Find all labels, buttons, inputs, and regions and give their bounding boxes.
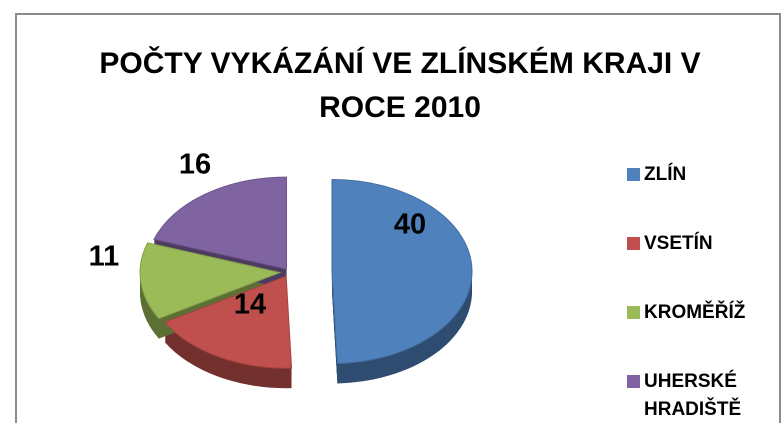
legend-item: ZLÍN	[627, 161, 767, 189]
pie-tops	[139, 176, 473, 369]
legend-item: UHERSKÉ HRADIŠTĚ	[627, 368, 767, 423]
pie-slice	[153, 176, 288, 270]
pie-slice	[331, 179, 473, 364]
chart-title: POČTY VYKÁZÁNÍ VE ZLÍNSKÉM KRAJI V ROCE …	[99, 47, 701, 124]
pie-slice	[164, 275, 293, 369]
data-label: 11	[89, 241, 120, 273]
pie-slice	[139, 242, 282, 320]
legend-item: VSETÍN	[627, 230, 767, 258]
data-label: 16	[179, 149, 211, 181]
data-label: 40	[394, 209, 426, 241]
legend-label: KROMĚŘÍŽ	[644, 302, 746, 323]
legend-label: UHERSKÉ HRADIŠTĚ	[644, 371, 742, 420]
legend-item: KROMĚŘÍŽ	[627, 299, 767, 327]
data-label: 14	[234, 289, 266, 321]
legend-swatch	[627, 306, 640, 319]
legend-swatch	[627, 375, 640, 388]
chart-frame	[15, 13, 781, 423]
legend-label: ZLÍN	[644, 164, 687, 185]
legend-swatch	[627, 237, 640, 250]
legend-label: VSETÍN	[644, 233, 713, 254]
legend-swatch	[627, 168, 640, 181]
